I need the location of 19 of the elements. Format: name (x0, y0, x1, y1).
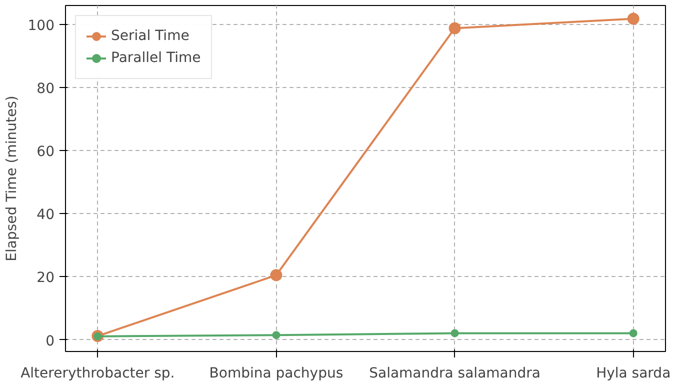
point (272, 331, 280, 340)
point (627, 12, 640, 25)
point (450, 329, 459, 338)
y-axis-title: Elapsed Time (minutes) (4, 96, 20, 262)
x-tick-label: Salamandra salamandra (369, 366, 540, 382)
point (448, 22, 461, 34)
point (629, 329, 638, 338)
y-tick-label: 20 (36, 270, 55, 286)
y-tick-label: 40 (36, 207, 55, 224)
x-tick-label: Hyla sarda (596, 366, 671, 382)
point (270, 269, 282, 282)
legend-label: Parallel Time (111, 50, 201, 66)
y-tick-label: 100 (28, 18, 55, 34)
y-tick-label: 60 (36, 144, 55, 160)
y-tick-label: 80 (36, 81, 55, 98)
x-tick-label: Bombina pachypus (209, 366, 344, 382)
x-tick-label: Altererythrobacter sp. (20, 366, 175, 382)
y-tick-label: 0 (46, 333, 55, 350)
legend-label: Serial Time (111, 28, 190, 44)
